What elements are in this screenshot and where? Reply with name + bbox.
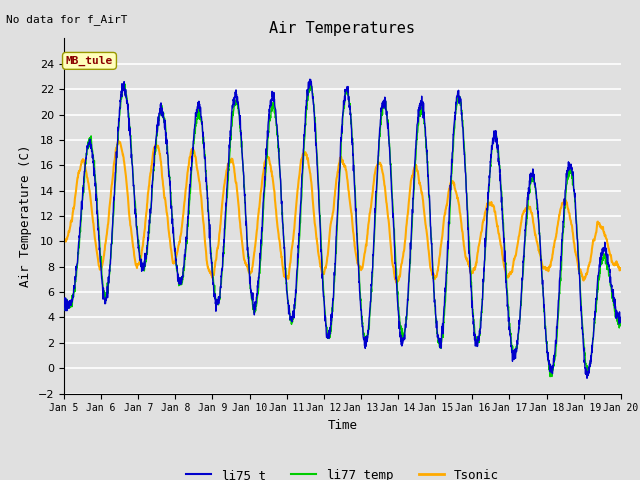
Y-axis label: Air Temperature (C): Air Temperature (C) bbox=[19, 145, 32, 287]
Legend: li75_t, li77_temp, Tsonic: li75_t, li77_temp, Tsonic bbox=[181, 464, 504, 480]
Text: No data for f_AirT: No data for f_AirT bbox=[6, 14, 128, 25]
Title: Air Temperatures: Air Temperatures bbox=[269, 21, 415, 36]
Text: MB_tule: MB_tule bbox=[66, 56, 113, 66]
X-axis label: Time: Time bbox=[328, 419, 357, 432]
